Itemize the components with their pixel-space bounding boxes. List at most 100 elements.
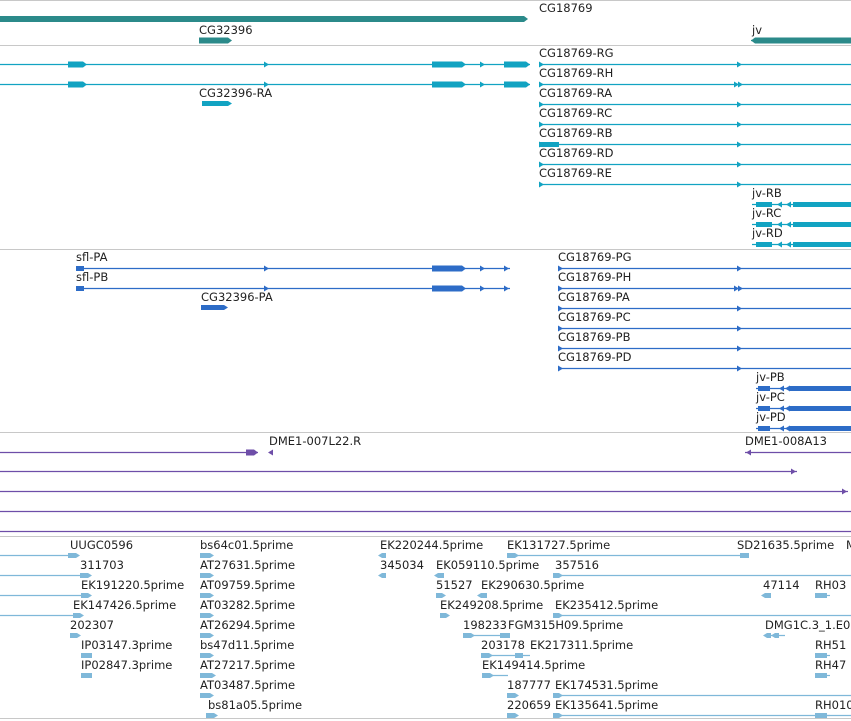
est-feature-32[interactable]	[761, 593, 771, 598]
est-feature-32-exon	[765, 593, 771, 598]
transcript-cg18769-rd[interactable]	[539, 161, 851, 168]
protein-cg32396-pa[interactable]	[201, 305, 228, 310]
transcript-cg18769-rc[interactable]	[539, 121, 851, 128]
est-feature-14-exon-tip	[210, 693, 214, 698]
est-feature-5[interactable]	[81, 653, 92, 658]
est-feature-30[interactable]	[553, 693, 851, 698]
est-feature-37[interactable]	[815, 713, 830, 718]
protein-cg18769-ph-strand-arrow	[734, 285, 739, 292]
est-feature-12-exon-tip	[210, 653, 214, 658]
est-feature-13[interactable]	[200, 673, 216, 678]
est-feature-12[interactable]	[200, 653, 214, 658]
est-label-187777: 187777	[507, 678, 551, 692]
est-feature-18[interactable]	[434, 573, 444, 578]
transcript-cg32396-ra-exon	[202, 101, 228, 106]
gene-label-cg32396: CG32396	[199, 23, 253, 37]
protein-sfl-pa-exon-tip	[462, 265, 466, 272]
est-feature-27-exon-tip	[515, 553, 519, 558]
protein-cg32396-pa-exon	[201, 305, 224, 310]
est-feature-26[interactable]	[507, 713, 519, 718]
est-feature-37-exon	[815, 713, 827, 718]
est-feature-1[interactable]	[0, 573, 92, 578]
est-feature-2[interactable]	[0, 593, 92, 598]
est-feature-4[interactable]	[70, 633, 81, 638]
transcript-sfl-row-1[interactable]	[0, 61, 530, 68]
protein-label-cg32396-pa: CG32396-PA	[201, 290, 273, 304]
gene-cg18769-bar[interactable]	[0, 16, 528, 22]
transcript-cg32396-ra[interactable]	[202, 101, 232, 106]
est-feature-33[interactable]	[815, 593, 830, 598]
gene-cg32396-bar-exon	[199, 37, 228, 44]
est-feature-35[interactable]	[815, 653, 830, 658]
est-feature-19-exon	[436, 593, 442, 598]
est-feature-16-exon-tip	[378, 553, 382, 558]
est-feature-27[interactable]	[507, 553, 749, 558]
est-feature-21[interactable]	[440, 613, 450, 618]
clone-dme1-007l22-r[interactable]	[0, 449, 273, 456]
clone-row-2[interactable]	[0, 468, 797, 475]
clone-row-3[interactable]	[0, 488, 848, 495]
protein-jv-pb[interactable]	[756, 385, 851, 392]
protein-jv-pc[interactable]	[756, 405, 851, 412]
transcript-cg18769-rg[interactable]	[539, 61, 851, 68]
transcript-cg18769-ra[interactable]	[539, 101, 851, 108]
protein-sfl-pa[interactable]	[76, 265, 510, 272]
est-feature-11[interactable]	[200, 633, 214, 638]
protein-cg18769-pb-strand-arrow	[737, 345, 742, 352]
transcript-sfl-row-1-exon-tip	[462, 61, 466, 68]
est-label-rh47: RH47	[815, 658, 846, 672]
est-feature-16-exon	[382, 553, 386, 558]
protein-jv-pd-strand-arrow	[785, 425, 790, 432]
protein-label-jv-pb: jv-PB	[755, 370, 785, 384]
gene-jv-bar-exon-tip	[751, 37, 755, 44]
est-feature-22[interactable]	[463, 633, 510, 638]
transcript-cg18769-rb[interactable]	[539, 141, 851, 148]
protein-cg18769-pa[interactable]	[558, 305, 851, 312]
transcript-cg18769-rh[interactable]	[539, 81, 851, 88]
est-feature-34[interactable]	[763, 633, 785, 638]
est-feature-8[interactable]	[200, 573, 214, 578]
protein-jv-pd[interactable]	[756, 425, 851, 432]
est-feature-6[interactable]	[81, 673, 92, 678]
est-feature-3[interactable]	[0, 613, 84, 618]
est-feature-24[interactable]	[482, 673, 508, 678]
protein-label-cg18769-pb: CG18769-PB	[558, 330, 631, 344]
protein-cg18769-pd[interactable]	[558, 365, 851, 372]
transcript-jv-rd[interactable]	[752, 241, 851, 248]
est-feature-16[interactable]	[378, 553, 386, 558]
est-feature-7[interactable]	[200, 553, 214, 558]
est-feature-17[interactable]	[378, 573, 386, 578]
est-feature-9[interactable]	[200, 593, 214, 598]
gene-cg32396-bar[interactable]	[199, 37, 232, 44]
est-feature-29[interactable]	[553, 613, 851, 618]
est-feature-15[interactable]	[206, 713, 218, 718]
est-feature-0[interactable]	[0, 553, 80, 558]
protein-sfl-pb[interactable]	[76, 285, 510, 292]
transcript-sfl-row-2[interactable]	[0, 81, 530, 88]
est-feature-20[interactable]	[477, 593, 487, 598]
est-feature-36-exon	[815, 673, 827, 678]
protein-cg18769-ph[interactable]	[558, 285, 851, 292]
protein-cg18769-pb[interactable]	[558, 345, 851, 352]
transcript-label-jv-rc: jv-RC	[751, 206, 781, 220]
est-feature-17-exon	[382, 573, 386, 578]
protein-cg18769-pc[interactable]	[558, 325, 851, 332]
est-feature-10[interactable]	[200, 613, 214, 618]
est-feature-36[interactable]	[815, 673, 830, 678]
transcript-cg18769-rg-strand-arrow	[737, 61, 742, 68]
protein-cg18769-pg[interactable]	[558, 265, 851, 272]
gene-jv-bar[interactable]	[751, 37, 851, 44]
protein-label-jv-pd: jv-PD	[755, 410, 786, 424]
est-feature-19[interactable]	[436, 593, 446, 598]
est-feature-31[interactable]	[553, 713, 851, 718]
transcript-jv-rb[interactable]	[752, 201, 851, 208]
transcript-jv-rc[interactable]	[752, 221, 851, 228]
clone-dme1-008a13[interactable]	[745, 449, 851, 456]
protein-jv-pd-exon	[758, 426, 770, 431]
transcript-cg18769-re[interactable]	[539, 181, 851, 188]
est-feature-14[interactable]	[200, 693, 214, 698]
est-label-rh51: RH51	[815, 638, 846, 652]
est-feature-28[interactable]	[553, 573, 851, 578]
est-feature-23[interactable]	[481, 653, 530, 658]
est-feature-25[interactable]	[507, 693, 519, 698]
